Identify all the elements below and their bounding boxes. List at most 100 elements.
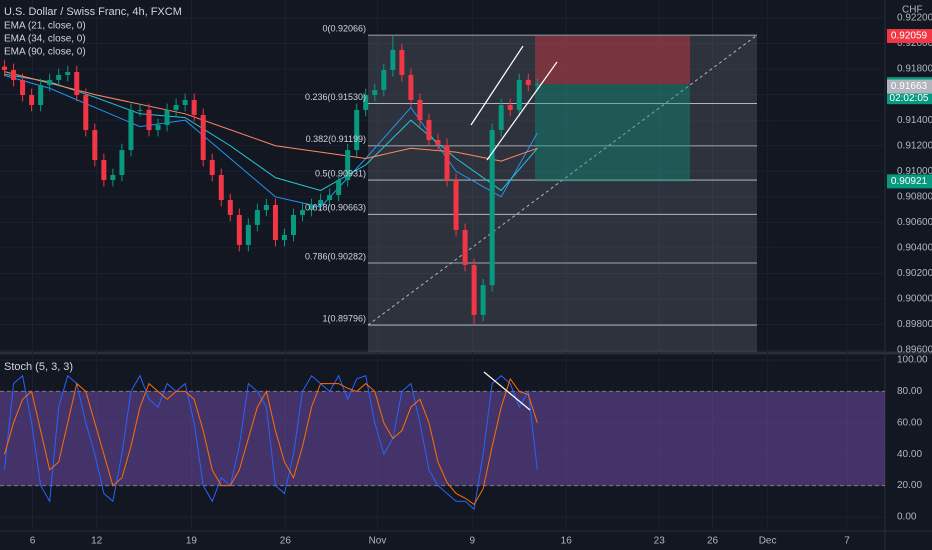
price-label: 0.91663 bbox=[891, 81, 928, 92]
x-tick-label: 6 bbox=[30, 536, 36, 547]
candle-body bbox=[173, 104, 179, 110]
fib-label: 0.618(0.90663) bbox=[305, 203, 366, 213]
trend-line bbox=[470, 45, 524, 126]
y-tick-label: 0.90600 bbox=[897, 217, 932, 228]
candle-body bbox=[444, 144, 450, 181]
countdown: 02:02:05 bbox=[890, 93, 929, 104]
candle-body bbox=[155, 125, 161, 131]
candle-body bbox=[29, 95, 35, 105]
candle-body bbox=[471, 265, 477, 315]
y-tick-label: 0.92000 bbox=[897, 38, 932, 49]
y-tick-label: 0.90200 bbox=[897, 268, 932, 279]
candle-body bbox=[498, 104, 504, 131]
candle-body bbox=[47, 79, 53, 86]
candle-body bbox=[182, 100, 188, 105]
ema-line bbox=[4, 71, 538, 162]
y-tick-label: 60.00 bbox=[897, 417, 922, 428]
stoch-band bbox=[0, 391, 885, 486]
candle-body bbox=[453, 180, 459, 231]
candle-body bbox=[2, 66, 8, 70]
price-label-box bbox=[887, 174, 932, 189]
candle-body bbox=[381, 69, 387, 91]
x-tick-label: 26 bbox=[707, 536, 719, 547]
candle-body bbox=[480, 285, 486, 315]
currency: CHF bbox=[902, 5, 923, 16]
candle-body bbox=[200, 114, 206, 161]
candle-body bbox=[390, 49, 396, 70]
candle-body bbox=[408, 74, 414, 101]
candle-body bbox=[263, 204, 269, 210]
candle-body bbox=[281, 235, 287, 240]
y-tick-label: 80.00 bbox=[897, 386, 922, 397]
y-tick-label: 0.89600 bbox=[897, 345, 932, 356]
candle-body bbox=[272, 204, 278, 240]
candle-body bbox=[146, 109, 152, 131]
candle-body bbox=[507, 104, 513, 110]
candle-body bbox=[74, 72, 80, 96]
price-label-box bbox=[887, 79, 932, 94]
candle-body bbox=[191, 100, 197, 115]
candle-body bbox=[11, 69, 17, 80]
candle-body bbox=[336, 180, 342, 196]
candle-body bbox=[327, 195, 333, 201]
y-tick-label: 0.91200 bbox=[897, 140, 932, 151]
fib-label: 0.786(0.90282) bbox=[305, 251, 366, 261]
candle-body bbox=[110, 174, 116, 181]
y-tick-label: 0.89800 bbox=[897, 319, 932, 330]
x-tick-label: 9 bbox=[470, 536, 476, 547]
candle-body bbox=[56, 74, 62, 80]
fib-label: 0(0.92066) bbox=[322, 23, 366, 33]
stoch-title: Stoch (5, 3, 3) bbox=[4, 361, 73, 373]
candle-body bbox=[300, 209, 306, 215]
price-label-box bbox=[887, 29, 932, 44]
fib-trend bbox=[367, 34, 758, 326]
ema-line bbox=[4, 73, 538, 192]
candle-body bbox=[137, 109, 143, 111]
y-tick-label: 20.00 bbox=[897, 480, 922, 491]
candle-body bbox=[516, 79, 522, 110]
y-tick-label: 0.90800 bbox=[897, 191, 932, 202]
y-tick-label: 100.00 bbox=[897, 355, 928, 366]
y-tick-label: 0.92200 bbox=[897, 13, 932, 24]
fib-label: 0.236(0.91530) bbox=[305, 92, 366, 102]
candle-body bbox=[209, 160, 215, 175]
legend-entry: EMA (34, close, 0) bbox=[4, 34, 86, 45]
candle-body bbox=[417, 100, 423, 121]
countdown-box bbox=[887, 91, 932, 105]
candle-body bbox=[218, 174, 224, 201]
price-label: 0.92059 bbox=[891, 31, 928, 42]
candle-body bbox=[318, 200, 324, 205]
fib-label: 0.382(0.91199) bbox=[306, 134, 366, 144]
candle-body bbox=[128, 109, 134, 151]
candle-body bbox=[119, 150, 125, 175]
candle-body bbox=[309, 204, 315, 210]
fib-label: 0.5(0.90931) bbox=[315, 168, 366, 178]
candle-body bbox=[92, 130, 98, 161]
y-tick-label: 0.00 bbox=[897, 512, 917, 523]
y-tick-label: 40.00 bbox=[897, 449, 922, 460]
legend-entry: EMA (21, close, 0) bbox=[4, 21, 86, 32]
candle-body bbox=[462, 230, 468, 266]
trend-line bbox=[483, 371, 531, 411]
y-tick-label: 0.91000 bbox=[897, 166, 932, 177]
candle-body bbox=[38, 85, 44, 105]
ema-line bbox=[4, 75, 538, 208]
candle-body bbox=[236, 214, 242, 245]
candle-body bbox=[83, 95, 89, 131]
y-tick-label: 0.90400 bbox=[897, 243, 932, 254]
y-tick-label: 0.91800 bbox=[897, 64, 932, 75]
candle-body bbox=[101, 160, 107, 181]
stoch-line bbox=[4, 374, 538, 511]
candle-body bbox=[245, 224, 251, 245]
candle-body bbox=[20, 79, 26, 96]
candle-body bbox=[254, 209, 260, 225]
x-tick-label: 19 bbox=[186, 536, 198, 547]
candle-body bbox=[489, 130, 495, 286]
candle-body bbox=[354, 109, 360, 151]
x-tick-label: 23 bbox=[654, 536, 666, 547]
candle-body bbox=[65, 72, 71, 75]
x-tick-label: 7 bbox=[844, 536, 850, 547]
fib-label: 1(0.89796) bbox=[322, 313, 366, 323]
candle-body bbox=[525, 79, 531, 86]
